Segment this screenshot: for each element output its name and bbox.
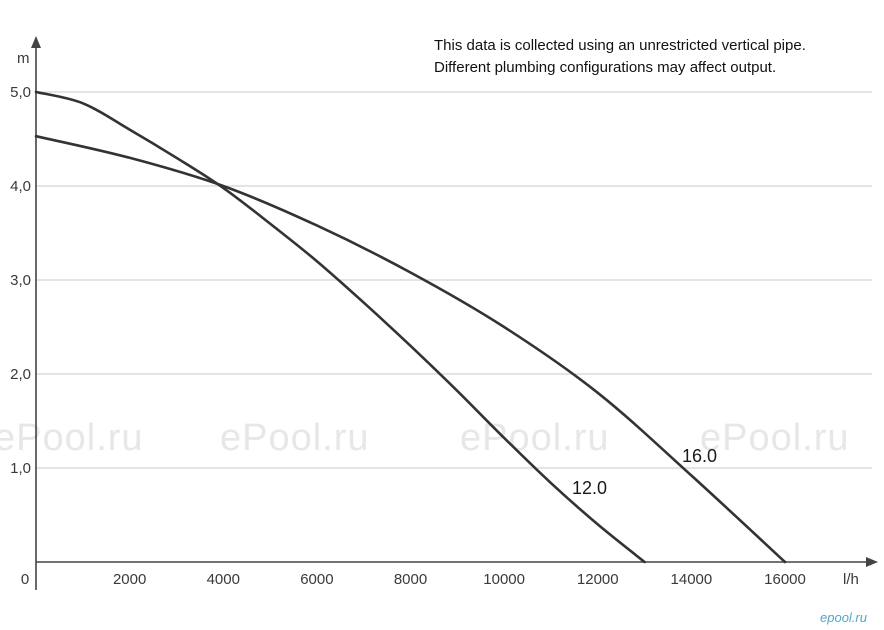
- series-label-16-0: 16.0: [682, 446, 717, 466]
- x-tick-label: 0: [21, 571, 29, 588]
- x-tick-label: 10000: [483, 571, 525, 588]
- corner-logo: epool.ru: [820, 610, 867, 625]
- watermark-layer: ePool.ru ePool.ru ePool.ru ePool.ru: [0, 417, 850, 459]
- x-tick-label: 14000: [671, 571, 713, 588]
- y-tick-label: 1,0: [10, 460, 31, 477]
- x-axis-arrow-icon: [866, 557, 878, 567]
- series-line-12-0: [34, 90, 646, 564]
- chart-note-line-1: This data is collected using an unrestri…: [434, 37, 806, 54]
- x-tick-label: 8000: [394, 571, 427, 588]
- watermark-text: ePool.ru: [460, 417, 610, 459]
- x-tick-label: 2000: [113, 571, 146, 588]
- y-tick-label: 2,0: [10, 366, 31, 383]
- y-tick-label: 4,0: [10, 178, 31, 195]
- chart-note-line-2: Different plumbing configurations may af…: [434, 59, 776, 76]
- y-tick-label: 5,0: [10, 84, 31, 101]
- x-tick-label: 12000: [577, 571, 619, 588]
- axis-layer: m l/h: [17, 36, 878, 590]
- series-layer: [34, 90, 787, 564]
- x-tick-label: 4000: [207, 571, 240, 588]
- watermark-text: ePool.ru: [220, 417, 370, 459]
- series-line-16-0: [34, 134, 787, 564]
- grid-layer: [36, 91, 872, 469]
- chart-note: This data is collected using an unrestri…: [434, 37, 806, 76]
- series-label-12-0: 12.0: [572, 478, 607, 498]
- tick-layer: 0 2000 4000 6000 8000 10000 12000 14000 16000 1,0…: [10, 84, 806, 588]
- x-tick-label: 6000: [300, 571, 333, 588]
- watermark-text: ePool.ru: [700, 417, 850, 459]
- y-axis-unit-label: m: [17, 50, 30, 67]
- series-label-layer: 12.0 16.0: [572, 446, 717, 498]
- x-axis-unit-label: l/h: [843, 571, 859, 588]
- x-tick-label: 16000: [764, 571, 806, 588]
- y-tick-label: 3,0: [10, 272, 31, 289]
- y-axis-arrow-icon: [31, 36, 41, 48]
- watermark-text: ePool.ru: [0, 417, 144, 459]
